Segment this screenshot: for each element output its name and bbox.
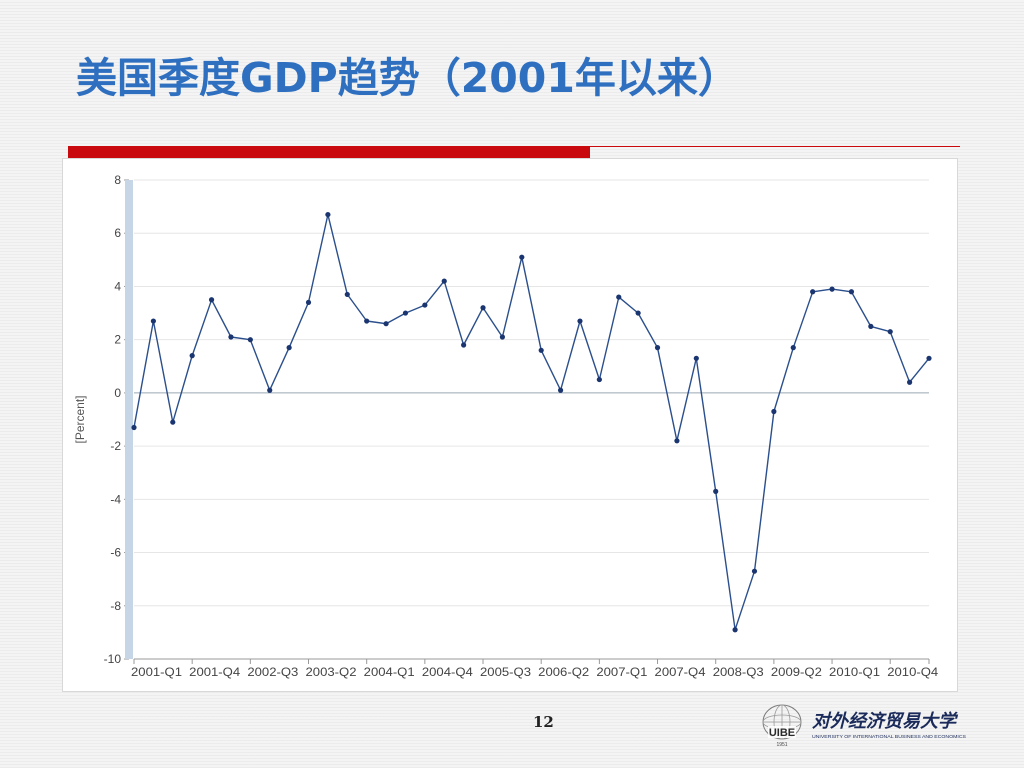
- university-calligraphy: 对外经济贸易大学: [812, 711, 959, 732]
- title-accent-line: [590, 146, 960, 147]
- uibe-logo: UIBE 1951 对外经济贸易大学 UNIVERSITY OF INTERNA…: [762, 704, 966, 748]
- data-point: [286, 345, 292, 351]
- y-tick-label: -8: [110, 599, 121, 613]
- x-tick-label: 2005-Q3: [480, 665, 531, 679]
- uibe-emblem: UIBE 1951: [762, 704, 802, 748]
- data-point: [228, 334, 234, 340]
- data-point: [325, 211, 331, 218]
- x-tick-label: 2010-Q1: [829, 665, 880, 679]
- data-point: [868, 323, 874, 329]
- emblem-year: 1951: [776, 742, 787, 748]
- y-axis-label: [Percent]: [73, 395, 87, 443]
- data-point: [693, 355, 699, 361]
- gdp-series-line: [133, 213, 930, 631]
- y-tick-label: -6: [110, 546, 121, 560]
- y-tick-label: 8: [114, 173, 121, 187]
- y-tick-label: 4: [114, 279, 121, 293]
- x-tick-label: 2007-Q4: [655, 665, 706, 679]
- data-point: [519, 254, 525, 260]
- data-point: [364, 318, 370, 324]
- x-tick-label: 2008-Q3: [713, 665, 764, 679]
- data-point: [441, 278, 447, 284]
- page-number: 12: [533, 713, 554, 731]
- gdp-line-chart: 8 6 4 2 0 -2 -4 -6 -8 -10 [Percent] 2001-Q1 2001-Q4 2…: [73, 173, 939, 679]
- title-accent-bar: [68, 146, 590, 158]
- y-tick-label: 2: [114, 333, 121, 347]
- emblem-text: UIBE: [769, 727, 795, 739]
- x-tick-label: 2007-Q1: [596, 665, 647, 679]
- y-tick-label: -10: [104, 652, 122, 666]
- data-point: [907, 379, 913, 385]
- data-point: [170, 419, 176, 425]
- data-point: [402, 310, 409, 316]
- data-point: [790, 345, 796, 351]
- data-point: [150, 318, 156, 324]
- data-point: [848, 289, 855, 295]
- x-tick-label: 2009-Q2: [771, 665, 822, 679]
- data-point: [480, 305, 486, 311]
- y-tick-label: -2: [110, 439, 121, 453]
- slide-title: 美国季度GDP趋势（2001年以来）: [76, 54, 739, 102]
- data-point: [887, 329, 893, 335]
- y-tick-label: -4: [110, 492, 121, 506]
- data-point: [538, 347, 544, 353]
- data-point: [596, 376, 602, 383]
- data-point: [616, 294, 622, 300]
- data-point: [383, 321, 389, 327]
- data-point: [751, 568, 758, 574]
- data-point: [810, 289, 816, 295]
- data-point: [344, 291, 350, 298]
- data-point: [732, 627, 738, 633]
- data-point: [131, 424, 137, 431]
- data-point: [713, 488, 719, 494]
- data-point: [557, 387, 564, 393]
- x-tick-label: 2010-Q4: [887, 665, 938, 679]
- x-tick-label: 2006-Q2: [538, 665, 589, 679]
- data-point: [208, 297, 215, 303]
- y-tick-label: 6: [114, 226, 121, 240]
- data-point: [771, 408, 777, 415]
- data-point: [267, 387, 273, 393]
- x-tick-label: 2002-Q3: [247, 665, 298, 679]
- data-point: [422, 302, 428, 308]
- y-tick-label: 0: [114, 386, 121, 400]
- data-point: [635, 310, 641, 316]
- x-tick-label: 2004-Q4: [422, 665, 473, 679]
- x-tick-label: 2003-Q2: [306, 665, 357, 679]
- x-tick-label: 2004-Q1: [364, 665, 415, 679]
- data-point: [577, 318, 583, 324]
- university-english-name: UNIVERSITY OF INTERNATIONAL BUSINESS AND…: [812, 734, 966, 739]
- data-point: [499, 334, 506, 340]
- data-point: [674, 438, 680, 444]
- data-point: [654, 345, 661, 351]
- x-tick-label: 2001-Q4: [189, 665, 240, 679]
- data-point: [461, 342, 467, 348]
- data-point: [247, 337, 253, 343]
- chart-panel: 8 6 4 2 0 -2 -4 -6 -8 -10 [Percent] 2001-Q1 2001-Q4 2…: [62, 158, 958, 692]
- data-point: [926, 355, 932, 361]
- data-point: [305, 299, 312, 306]
- y-axis-band: [125, 180, 133, 659]
- data-point: [829, 286, 835, 292]
- x-tick-label: 2001-Q1: [131, 665, 182, 679]
- data-point: [189, 353, 195, 359]
